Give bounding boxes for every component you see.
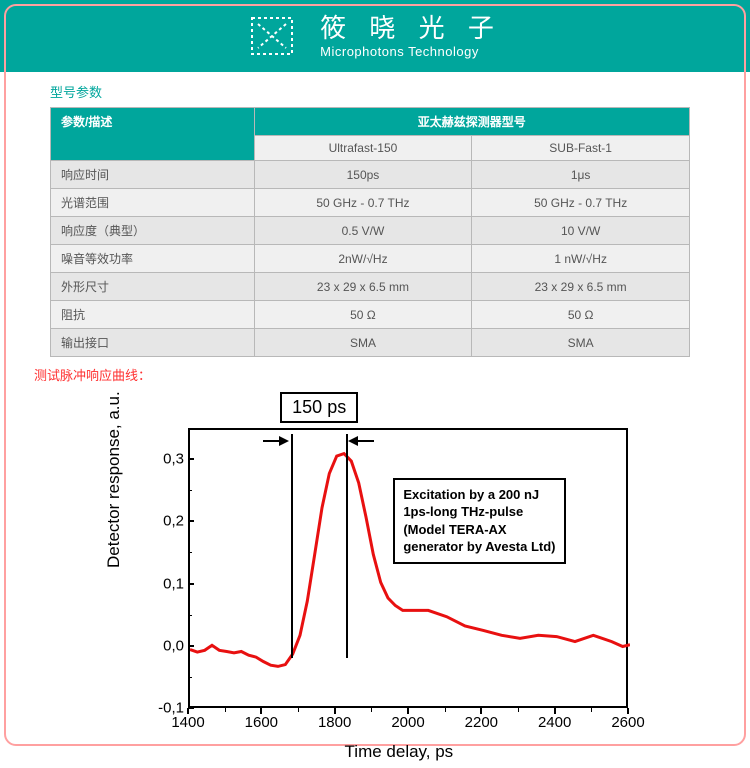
x-minor-tick — [225, 708, 226, 712]
x-tick-label: 1400 — [171, 714, 204, 731]
x-minor-tick — [518, 708, 519, 712]
annotation-line: generator by Avesta Ltd) — [403, 539, 555, 554]
content-area: 型号参数 参数/描述 亚太赫兹探测器型号 Ultrafast-150SUB-Fa… — [18, 78, 732, 768]
x-axis-label: Time delay, ps — [345, 742, 454, 762]
table-row-label: 响应度（典型） — [51, 217, 255, 245]
peak-marker-line — [291, 434, 293, 658]
table-cell: 50 GHz - 0.7 THz — [254, 189, 472, 217]
x-tick-label: 2400 — [538, 714, 571, 731]
x-minor-tick — [591, 708, 592, 712]
x-minor-tick — [371, 708, 372, 712]
table-header-corner: 参数/描述 — [51, 108, 255, 161]
annotation-line: (Model TERA-AX — [403, 522, 506, 537]
y-tick-label: 0,1 — [148, 575, 184, 592]
x-tick-label: 1800 — [318, 714, 351, 731]
table-cell: 10 V/W — [472, 217, 690, 245]
x-tick-label: 1600 — [245, 714, 278, 731]
spec-table: 参数/描述 亚太赫兹探测器型号 Ultrafast-150SUB-Fast-1 … — [50, 107, 690, 357]
x-minor-tick — [445, 708, 446, 712]
y-minor-tick — [188, 615, 192, 616]
table-row-label: 外形尺寸 — [51, 273, 255, 301]
annotation-line: Excitation by a 200 nJ — [403, 487, 539, 502]
plot-area — [188, 428, 628, 708]
table-cell: 50 Ω — [472, 301, 690, 329]
table-row-label: 光谱范围 — [51, 189, 255, 217]
x-tick-label: 2000 — [391, 714, 424, 731]
table-cell: 0.5 V/W — [254, 217, 472, 245]
y-axis-label: Detector response, a.u. — [104, 391, 124, 568]
table-model-header: Ultrafast-150 — [254, 136, 472, 161]
table-row-label: 响应时间 — [51, 161, 255, 189]
table-row-label: 输出接口 — [51, 329, 255, 357]
peak-arrow-right — [356, 440, 374, 442]
y-minor-tick — [188, 677, 192, 678]
y-tick-label: 0,2 — [148, 513, 184, 530]
table-cell: 23 x 29 x 6.5 mm — [472, 273, 690, 301]
y-tick-mark — [188, 520, 194, 522]
table-row-label: 阻抗 — [51, 301, 255, 329]
x-tick-mark — [334, 708, 336, 714]
y-minor-tick — [188, 490, 192, 491]
table-header-group: 亚太赫兹探测器型号 — [254, 108, 689, 136]
x-tick-mark — [407, 708, 409, 714]
y-tick-mark — [188, 645, 194, 647]
table-cell: 50 Ω — [254, 301, 472, 329]
annotation-box: Excitation by a 200 nJ 1ps-long THz-pulse… — [393, 478, 565, 564]
peak-marker-line — [346, 434, 348, 658]
peak-label-box: 150 ps — [280, 392, 358, 423]
arrow-head-icon — [279, 436, 289, 446]
table-model-header: SUB-Fast-1 — [472, 136, 690, 161]
y-tick-label: 0,3 — [148, 451, 184, 468]
x-tick-mark — [627, 708, 629, 714]
x-minor-tick — [298, 708, 299, 712]
x-tick-mark — [187, 708, 189, 714]
response-chart: Detector response, a.u. Time delay, ps -… — [108, 388, 668, 768]
annotation-line: 1ps-long THz-pulse — [403, 504, 523, 519]
curve-title: 测试脉冲响应曲线： — [34, 365, 732, 384]
section-title: 型号参数 — [50, 82, 732, 101]
table-cell: 150ps — [254, 161, 472, 189]
table-cell: 50 GHz - 0.7 THz — [472, 189, 690, 217]
x-tick-label: 2600 — [611, 714, 644, 731]
table-cell: SMA — [472, 329, 690, 357]
x-tick-mark — [554, 708, 556, 714]
y-minor-tick — [188, 552, 192, 553]
table-cell: SMA — [254, 329, 472, 357]
x-tick-label: 2200 — [465, 714, 498, 731]
x-tick-mark — [480, 708, 482, 714]
y-minor-tick — [188, 428, 192, 429]
table-cell: 23 x 29 x 6.5 mm — [254, 273, 472, 301]
x-tick-mark — [260, 708, 262, 714]
arrow-head-icon — [348, 436, 358, 446]
y-tick-label: 0,0 — [148, 637, 184, 654]
table-cell: 1μs — [472, 161, 690, 189]
table-cell: 1 nW/√Hz — [472, 245, 690, 273]
table-cell: 2nW/√Hz — [254, 245, 472, 273]
table-row-label: 噪音等效功率 — [51, 245, 255, 273]
y-tick-mark — [188, 583, 194, 585]
y-tick-mark — [188, 458, 194, 460]
